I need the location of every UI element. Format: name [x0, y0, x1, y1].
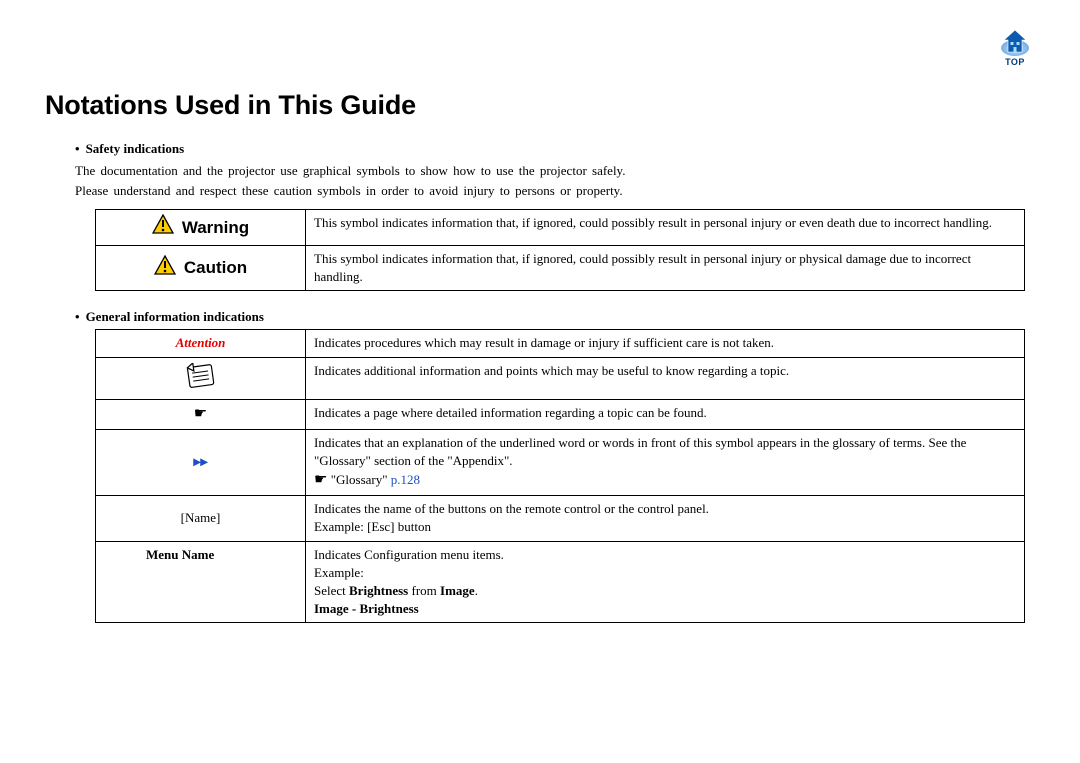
- pointer-desc: Indicates a page where detailed informat…: [306, 399, 1025, 429]
- caution-cell: Caution: [96, 246, 306, 291]
- pointer-icon: ☛: [194, 406, 207, 422]
- table-row: Attention Indicates procedures which may…: [96, 330, 1025, 357]
- attention-label: Attention: [176, 335, 226, 350]
- warning-cell: Warning: [96, 210, 306, 246]
- safety-heading: Safety indications: [75, 141, 1035, 157]
- table-row: Caution This symbol indicates informatio…: [96, 246, 1025, 291]
- menu-cell: Menu Name: [96, 541, 306, 623]
- general-table: Attention Indicates procedures which may…: [95, 329, 1025, 623]
- attention-cell: Attention: [96, 330, 306, 357]
- name-desc-line1: Indicates the name of the buttons on the…: [314, 501, 709, 516]
- glossary-link-prefix: "Glossary": [331, 472, 391, 487]
- general-heading: General information indications: [75, 309, 1035, 325]
- table-row: Indicates additional information and poi…: [96, 357, 1025, 399]
- safety-intro-line1: The documentation and the projector use …: [75, 163, 625, 178]
- menu-line3-b1: Brightness: [349, 583, 408, 598]
- safety-intro: The documentation and the projector use …: [75, 161, 1035, 201]
- forward-icon: ▸▸: [193, 455, 207, 470]
- table-row: Warning This symbol indicates informatio…: [96, 210, 1025, 246]
- home-top-icon: [1000, 28, 1030, 56]
- top-label: TOP: [995, 57, 1035, 67]
- pointer-cell: ☛: [96, 399, 306, 429]
- table-row: Menu Name Indicates Configuration menu i…: [96, 541, 1025, 623]
- glossary-icon-cell: ▸▸: [96, 429, 306, 495]
- page: TOP Notations Used in This Guide Safety …: [0, 0, 1080, 681]
- warning-label: Warning: [182, 216, 249, 240]
- name-cell: [Name]: [96, 496, 306, 541]
- safety-table: Warning This symbol indicates informatio…: [95, 209, 1025, 291]
- name-desc-cell: Indicates the name of the buttons on the…: [306, 496, 1025, 541]
- menu-desc-cell: Indicates Configuration menu items. Exam…: [306, 541, 1025, 623]
- warning-desc: This symbol indicates information that, …: [306, 210, 1025, 246]
- caution-label: Caution: [184, 256, 247, 280]
- note-desc: Indicates additional information and poi…: [306, 357, 1025, 399]
- attention-desc: Indicates procedures which may result in…: [306, 330, 1025, 357]
- menu-line2: Example:: [314, 565, 364, 580]
- caution-triangle-icon: [154, 255, 176, 282]
- menu-line3-post: .: [475, 583, 478, 598]
- table-row: ▸▸ Indicates that an explanation of the …: [96, 429, 1025, 495]
- pointer-icon: ☛: [314, 472, 327, 488]
- name-desc-line2: Example: [Esc] button: [314, 519, 431, 534]
- table-row: [Name] Indicates the name of the buttons…: [96, 496, 1025, 541]
- caution-desc: This symbol indicates information that, …: [306, 246, 1025, 291]
- page-title: Notations Used in This Guide: [45, 90, 1035, 121]
- menu-line3-mid: from: [408, 583, 440, 598]
- table-row: ☛ Indicates a page where detailed inform…: [96, 399, 1025, 429]
- top-button[interactable]: TOP: [995, 28, 1035, 68]
- glossary-link[interactable]: p.128: [391, 472, 420, 487]
- menu-line4: Image - Brightness: [314, 601, 419, 616]
- glossary-desc: Indicates that an explanation of the und…: [314, 435, 966, 468]
- warning-triangle-icon: [152, 214, 174, 241]
- note-icon-cell: [96, 357, 306, 399]
- safety-intro-line2: Please understand and respect these caut…: [75, 183, 623, 198]
- menu-line3-pre: Select: [314, 583, 349, 598]
- menu-line1: Indicates Configuration menu items.: [314, 547, 504, 562]
- menu-line3-b2: Image: [440, 583, 475, 598]
- glossary-desc-cell: Indicates that an explanation of the und…: [306, 429, 1025, 495]
- note-icon: [181, 359, 219, 397]
